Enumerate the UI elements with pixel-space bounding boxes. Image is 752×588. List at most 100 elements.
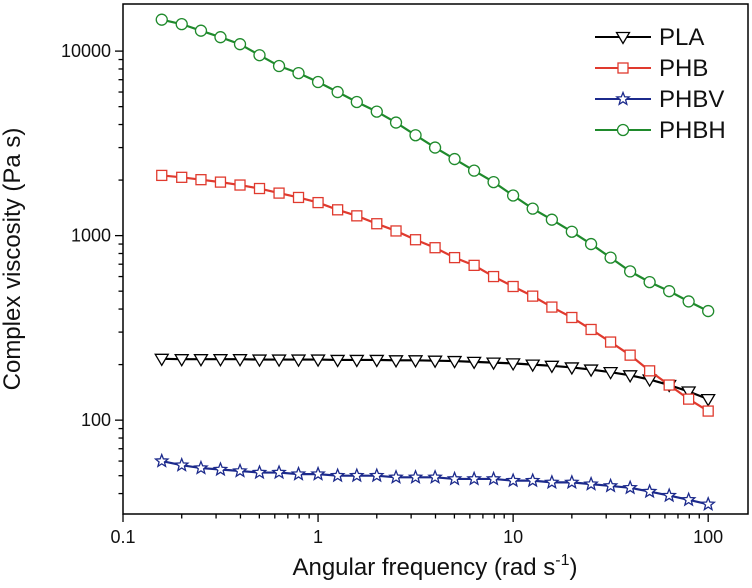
- legend-marker-pla: [615, 31, 631, 45]
- data-point-phbv: [680, 491, 697, 507]
- data-point-phb: [585, 323, 597, 336]
- data-point-pla: [369, 354, 385, 368]
- data-point-pla: [427, 355, 443, 369]
- data-point-phbh: [370, 105, 383, 118]
- data-point-phbv: [505, 472, 522, 488]
- data-point-phbv: [583, 475, 599, 491]
- data-point-phbh: [331, 85, 344, 99]
- data-point-phbv: [310, 465, 326, 481]
- data-point-phb: [566, 311, 578, 324]
- data-point-phb: [156, 169, 168, 182]
- data-point-phbv: [193, 459, 209, 475]
- data-point-pla: [388, 355, 404, 369]
- series-phbv: [153, 452, 717, 511]
- data-point-phb: [409, 234, 422, 246]
- data-point-pla: [622, 370, 638, 384]
- data-point-phb: [643, 365, 656, 377]
- data-point-phbh: [155, 13, 168, 26]
- data-point-phbv: [271, 464, 287, 480]
- data-point-pla: [290, 354, 307, 368]
- legend-marker-phbh: [616, 123, 630, 137]
- data-point-phbv: [543, 474, 560, 490]
- y-axis-title: Complex viscosity (Pa s): [0, 128, 26, 391]
- data-point-phb: [663, 379, 675, 391]
- legend-label-phb: PHB: [659, 55, 708, 82]
- data-point-phb: [527, 290, 539, 302]
- data-point-phbv: [212, 461, 229, 477]
- series-layer: [153, 13, 717, 511]
- data-point-phb: [195, 174, 207, 186]
- data-point-phb: [429, 242, 441, 254]
- data-point-phbv: [329, 467, 346, 483]
- data-point-phbh: [292, 66, 305, 80]
- data-point-pla: [310, 354, 326, 368]
- data-point-phb: [351, 210, 363, 222]
- data-point-pla: [681, 386, 697, 400]
- plot-frame: [122, 3, 749, 515]
- data-point-phbv: [622, 479, 639, 495]
- data-point-phbv: [563, 474, 580, 490]
- data-point-phbv: [173, 456, 190, 472]
- legend-marker-phbv: [615, 90, 631, 106]
- x-tick-label: 10: [503, 527, 523, 547]
- data-point-pla: [154, 353, 170, 367]
- legend: PLA PHB PHBV PHBH: [595, 24, 726, 144]
- data-point-phbv: [485, 470, 502, 486]
- data-point-phbh: [487, 175, 500, 189]
- data-point-pla: [485, 357, 502, 371]
- legend-label-phbv: PHBV: [659, 86, 724, 113]
- data-point-phbh: [702, 304, 715, 318]
- data-point-phbh: [604, 251, 617, 264]
- data-point-pla: [602, 367, 619, 380]
- legend-label-phbh: PHBH: [659, 117, 726, 144]
- data-point-pla: [407, 355, 424, 369]
- data-point-phbh: [565, 225, 578, 238]
- data-point-phbh: [233, 38, 247, 51]
- data-point-pla: [174, 354, 190, 367]
- y-tick-label: 10000: [61, 41, 111, 61]
- data-point-phbh: [194, 24, 208, 37]
- data-point-phbh: [643, 275, 656, 289]
- data-point-phbh: [389, 116, 403, 129]
- data-point-phbv: [407, 469, 424, 485]
- data-point-phb: [546, 301, 558, 313]
- data-point-phb: [312, 196, 324, 209]
- x-tick-label: 0.1: [110, 527, 135, 547]
- series-phb: [156, 169, 714, 417]
- data-point-phbv: [661, 487, 678, 503]
- data-point-phbh: [272, 59, 286, 73]
- series-line-phbv: [161, 460, 709, 506]
- data-point-phbv: [251, 464, 268, 480]
- data-point-phb: [507, 280, 519, 293]
- data-point-phb: [624, 349, 636, 361]
- data-point-phbh: [409, 129, 422, 142]
- x-axis-title: Angular frequency (rad s-1): [292, 552, 577, 581]
- data-point-phbh: [428, 141, 442, 154]
- legend-item-phbv: PHBV: [595, 86, 724, 113]
- data-point-phbh: [467, 164, 481, 177]
- data-point-phb: [448, 251, 461, 264]
- data-point-phb: [702, 405, 714, 417]
- data-point-phbh: [350, 95, 363, 109]
- x-tick-label: 1: [313, 527, 323, 547]
- data-point-pla: [505, 358, 521, 372]
- legend-marker-phb: [617, 62, 629, 74]
- data-point-phbv: [446, 470, 463, 486]
- data-point-pla: [544, 360, 560, 374]
- data-point-phbh: [311, 75, 325, 89]
- data-point-phbh: [214, 31, 227, 44]
- data-point-phbv: [290, 465, 307, 481]
- data-point-pla: [564, 362, 580, 376]
- data-point-phbv: [524, 472, 541, 488]
- data-point-phbv: [388, 469, 404, 485]
- data-point-phb: [604, 336, 617, 348]
- data-point-phb: [468, 259, 480, 272]
- data-point-phb: [682, 393, 695, 405]
- data-point-phbh: [545, 213, 559, 226]
- data-point-phbv: [466, 470, 483, 486]
- series-phbh: [155, 13, 715, 318]
- data-point-phbv: [232, 462, 248, 478]
- legend-item-phbh: PHBH: [595, 117, 726, 144]
